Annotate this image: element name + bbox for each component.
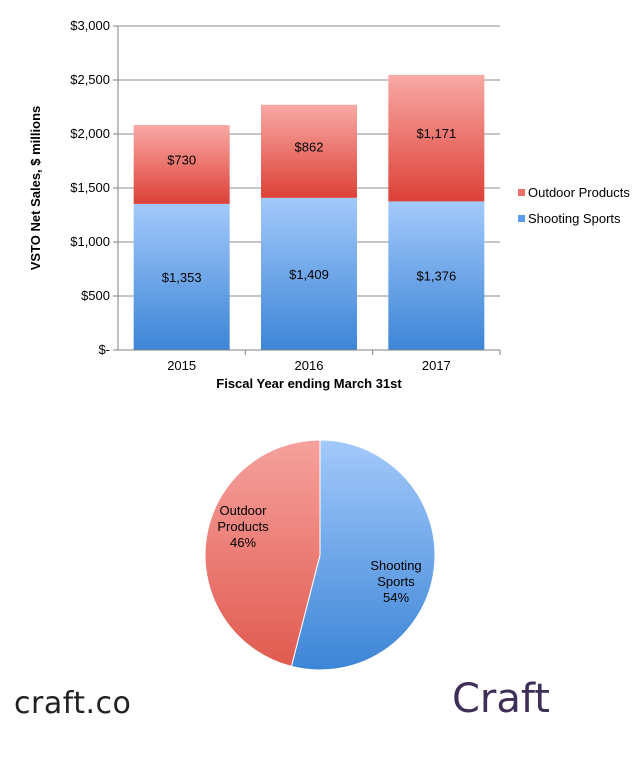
y-tick-label: $2,500 [70, 72, 110, 87]
legend: Outdoor Products Shooting Sports [518, 185, 630, 226]
y-axis-title: VSTO Net Sales, $ millions [28, 106, 43, 271]
legend-swatch [518, 189, 525, 196]
x-tick-label: 2015 [167, 358, 196, 373]
data-label: $1,409 [289, 267, 329, 282]
data-label: $730 [167, 152, 196, 167]
tick-labels: $- $500 $1,000 $1,500 $2,000 $2,500 $3,000 2015… [70, 18, 451, 373]
bar-outdoor-products-2017 [388, 74, 485, 202]
x-tick-label: 2017 [422, 358, 451, 373]
bar-shooting-sports-2016 [261, 197, 357, 350]
legend-swatch [518, 215, 525, 222]
legend-label: Outdoor Products [528, 185, 630, 200]
y-tick-label: $1,000 [70, 234, 110, 249]
y-tick-label: $500 [81, 288, 110, 303]
data-label: $1,171 [416, 126, 456, 141]
data-label: $1,376 [416, 269, 456, 284]
bar-outdoor-products-2016 [261, 104, 357, 198]
x-axis-title: Fiscal Year ending March 31st [216, 376, 402, 391]
pie-slice-shooting-sports [290, 439, 436, 671]
y-tick-label: $3,000 [70, 18, 110, 33]
y-tick-label: $2,000 [70, 126, 110, 141]
bar-shooting-sports-2017 [388, 201, 485, 350]
y-tick-label: $1,500 [70, 180, 110, 195]
pie-slice-outdoor-products [204, 439, 321, 667]
craft-co-watermark: craft.co [14, 686, 132, 721]
bar-shooting-sports-2015 [133, 203, 230, 350]
stacked-bar-chart: $1,353$730$1,409$862$1,376$1,171 $-$500$… [28, 18, 630, 391]
pie-chart: Shooting Sports 54% Outdoor Products 46% [204, 439, 436, 671]
pie-slice-label: Shooting Sports 54% [370, 558, 421, 605]
y-tick-label: $- [98, 342, 110, 357]
pie-slice-label: Outdoor Products 46% [217, 503, 269, 550]
data-label: $1,353 [162, 270, 202, 285]
bar-outdoor-products-2015 [133, 125, 230, 204]
x-tick-label: 2016 [295, 358, 324, 373]
craft-logo: Craft [452, 676, 550, 722]
legend-label: Shooting Sports [528, 211, 621, 226]
data-label: $862 [295, 139, 324, 154]
bars: $1,353 $730 $1,409 $862 $1,376 $1,171 [133, 74, 485, 350]
